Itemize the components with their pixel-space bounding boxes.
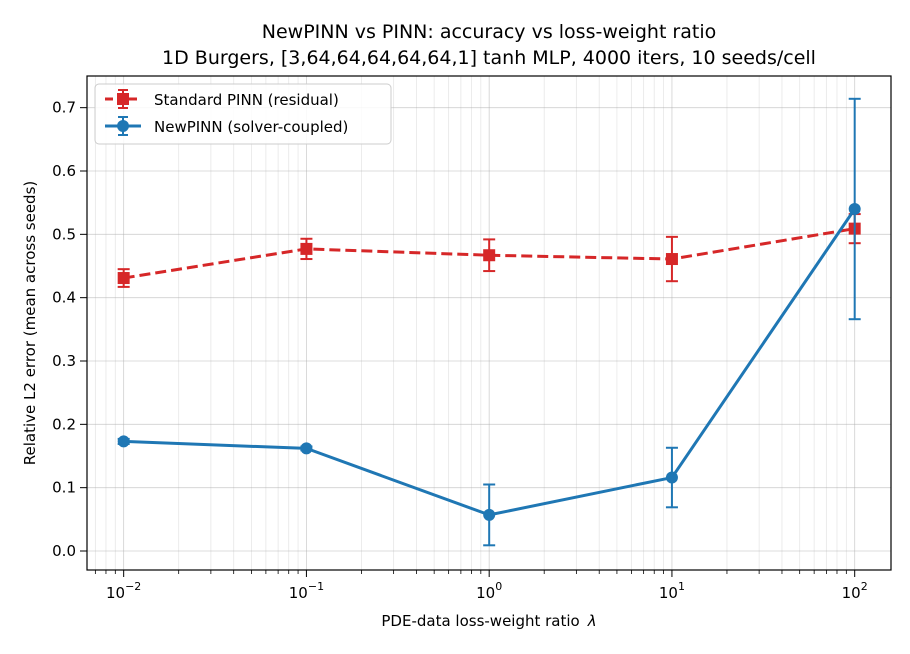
pinn-line xyxy=(123,227,855,280)
y-axis-label: Relative L2 error (mean across seeds) xyxy=(21,181,39,465)
pinn-point xyxy=(117,272,130,285)
y-tick-label: 0.7 xyxy=(52,99,76,117)
y-tick-label: 0.1 xyxy=(52,479,76,497)
legend-box xyxy=(94,83,392,145)
legend-label-newpinn: NewPINN (solver-coupled) xyxy=(154,118,348,136)
newpinn-point xyxy=(117,435,130,448)
x-tick-label: 10−2 xyxy=(106,580,141,602)
newpinn-legend-marker xyxy=(117,120,129,132)
newpinn-point xyxy=(848,203,861,215)
newpinn-point xyxy=(300,442,313,455)
pinn-point xyxy=(483,249,496,262)
chart-title: NewPINN vs PINN: accuracy vs loss-weight… xyxy=(262,21,717,43)
y-tick-label: 0.3 xyxy=(52,352,76,370)
pinn-point xyxy=(665,253,678,266)
x-axis-label-symbol: λ xyxy=(587,612,597,630)
chart-subtitle: 1D Burgers, [3,64,64,64,64,64,1] tanh ML… xyxy=(162,47,816,69)
x-axis-label: PDE-data loss-weight ratio λ xyxy=(381,612,596,630)
x-axis-label-text: PDE-data loss-weight ratio xyxy=(381,612,579,630)
legend-sample-newpinn xyxy=(105,116,141,136)
pinn-legend-marker xyxy=(117,93,129,105)
y-tick-label: 0.5 xyxy=(52,225,76,243)
x-tick-label: 102 xyxy=(842,580,868,602)
series-layer xyxy=(117,97,861,547)
y-tick-label: 0.4 xyxy=(52,289,76,307)
x-tick-label: 101 xyxy=(659,580,685,602)
x-tick-label: 100 xyxy=(476,580,502,602)
axes-layer: 10−2 10−1 100 101 102 0.0 0.1 0.2 0.3 0.4 0.5 0.6 0.… xyxy=(52,99,868,602)
legend-sample-pinn xyxy=(105,89,141,109)
plot-frame xyxy=(86,75,892,571)
y-tick-label: 0.2 xyxy=(52,415,76,433)
series-newpinn xyxy=(117,97,861,547)
y-tick-label: 0.0 xyxy=(52,542,76,560)
newpinn-point xyxy=(483,508,496,521)
legend-label-pinn: Standard PINN (residual) xyxy=(154,91,339,109)
y-tick-label: 0.6 xyxy=(52,162,76,180)
newpinn-point xyxy=(665,471,678,484)
pinn-point xyxy=(300,242,313,255)
grid-layer xyxy=(87,76,891,570)
x-tick-label: 10−1 xyxy=(289,580,324,602)
legend: Standard PINN (residual) NewPINN (solver… xyxy=(94,83,392,145)
